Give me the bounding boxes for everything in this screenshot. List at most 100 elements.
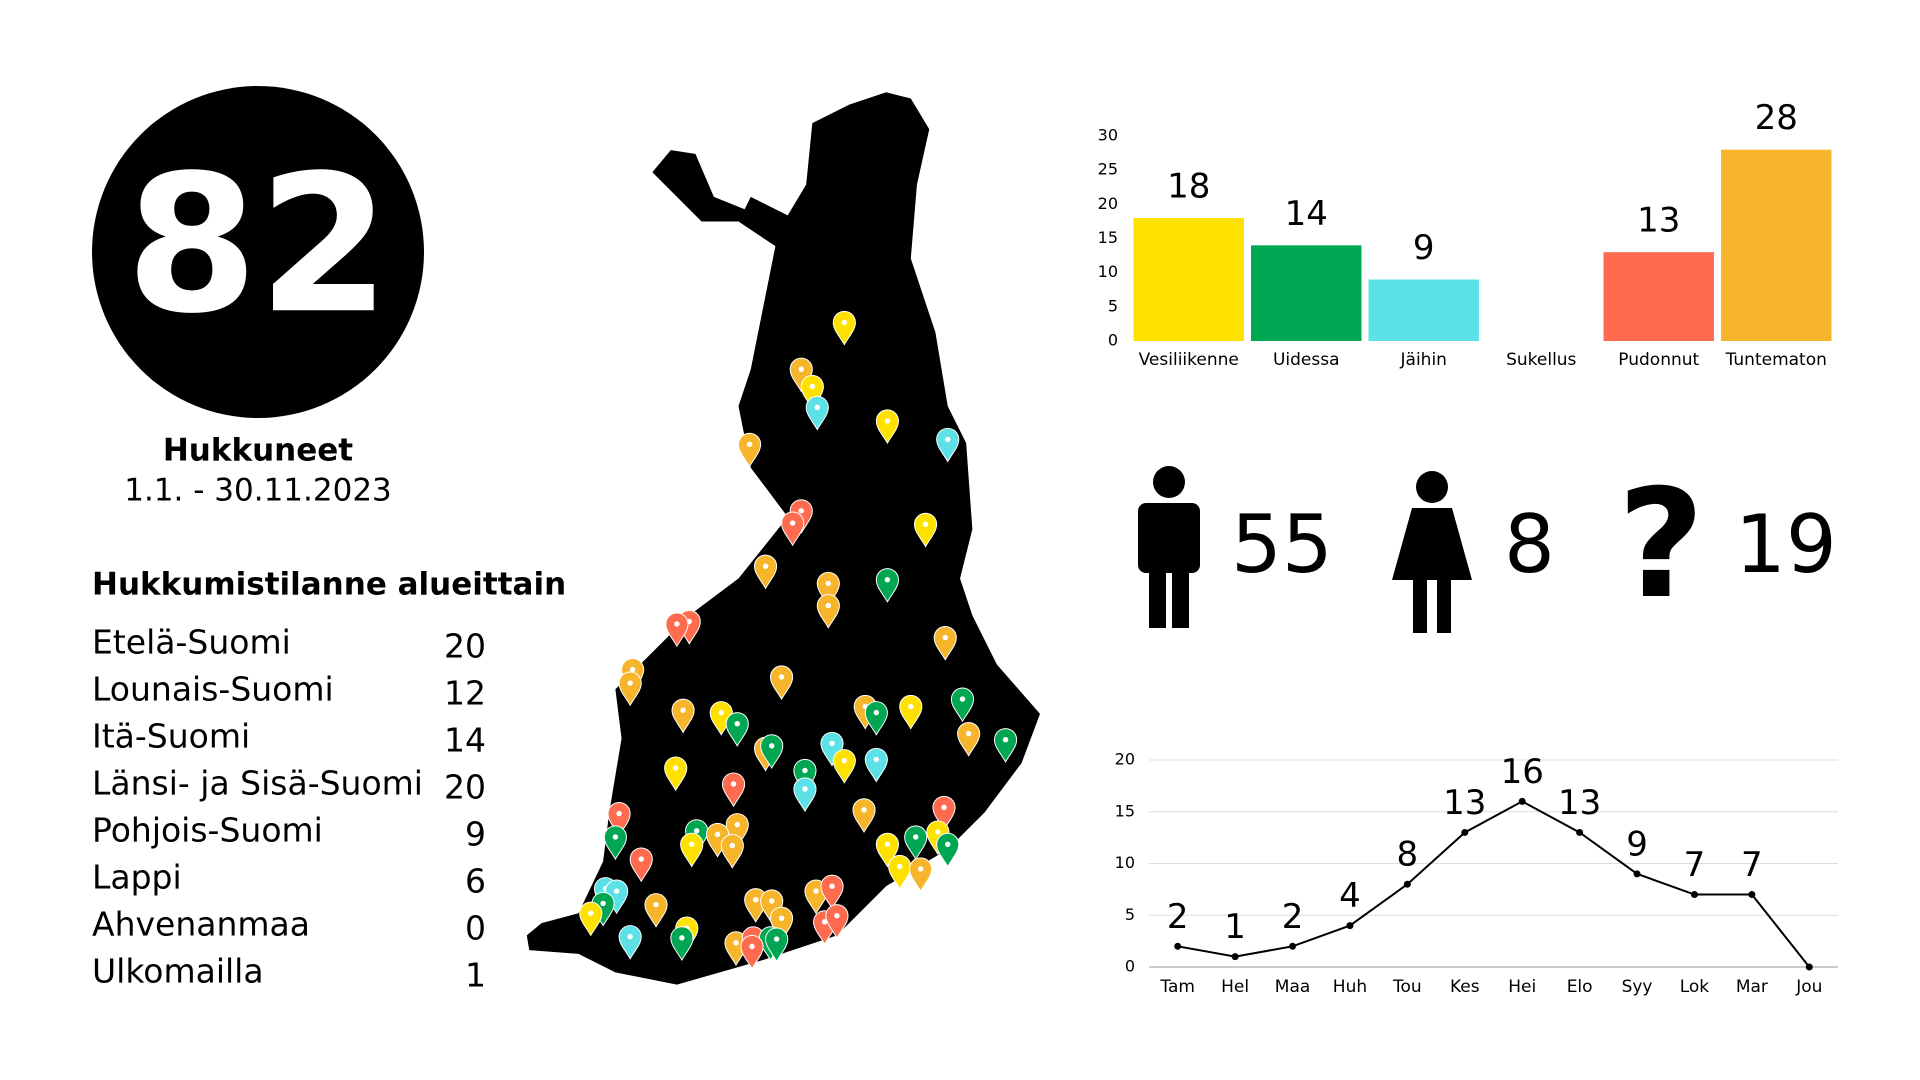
x-tick-label: Mar: [1736, 977, 1768, 997]
pin-dot: [746, 441, 753, 448]
pin-dot: [825, 580, 832, 587]
map-pin: [618, 671, 642, 707]
pin-dot: [653, 901, 659, 908]
value-label: 2: [1282, 897, 1304, 937]
region-name: Lappi: [92, 858, 182, 897]
map-pin: [932, 795, 956, 831]
map-pin: [618, 925, 642, 960]
pin-dot: [841, 757, 848, 764]
pin-dot: [789, 520, 796, 526]
pin-dot: [802, 786, 808, 792]
pin-dot: [917, 866, 924, 872]
point: [1805, 963, 1813, 971]
pin-dot: [689, 841, 695, 848]
y-tick-label: 5: [1108, 296, 1118, 315]
pin-dot: [600, 900, 606, 907]
pin-dot: [769, 898, 775, 904]
pin-body: [832, 749, 856, 784]
pin-dot: [629, 666, 636, 673]
pin-dot: [802, 767, 808, 774]
region-value: 20: [444, 627, 486, 666]
point: [1518, 797, 1526, 805]
point: [1231, 953, 1239, 961]
pin-body: [875, 832, 899, 868]
pin-body: [932, 795, 956, 831]
region-value: 0: [465, 909, 486, 948]
x-tick-label: Tou: [1392, 977, 1422, 997]
pin-dot: [945, 436, 951, 443]
pin-dot: [873, 756, 880, 763]
pin-body: [618, 925, 642, 960]
x-tick-label: Pudonnut: [1618, 350, 1699, 370]
map-pin: [664, 756, 688, 792]
map-pin: [671, 698, 695, 734]
map-pin: [670, 926, 694, 962]
map-pin: [760, 734, 784, 770]
pin-dot: [945, 841, 951, 848]
pin-body: [618, 671, 642, 707]
map-pin: [888, 854, 912, 890]
pin-dot: [680, 707, 686, 713]
map-pin: [936, 832, 960, 868]
pin-dot: [734, 721, 740, 727]
bar-chart: 0 5 10 15 20 25 30 18 Vesiliikenne 14 Uidessa 9 Jäih…: [1098, 98, 1832, 370]
pin-body: [936, 427, 960, 463]
bar: [1368, 279, 1479, 341]
pin-dot: [884, 418, 891, 424]
point: [1289, 942, 1297, 950]
map-pin: [816, 571, 840, 607]
point: [1403, 880, 1411, 888]
pin-body: [769, 665, 794, 701]
map-pin: [913, 512, 938, 548]
map-pin: [957, 722, 981, 757]
pin-dot: [613, 888, 620, 894]
pin-dot: [825, 602, 832, 609]
point: [1346, 922, 1354, 930]
y-tick-label: 0: [1108, 331, 1118, 350]
pin-body: [957, 722, 981, 757]
pin-dot: [834, 913, 840, 919]
regions-table: Etelä-Suomi 20 Lounais-Suomi 12 Itä-Suomi 14 L…: [92, 623, 486, 995]
map-pin: [720, 834, 744, 869]
y-tick-label: 15: [1115, 801, 1135, 820]
pin-body: [913, 512, 938, 548]
map-pin: [864, 701, 888, 736]
pin-dot: [941, 804, 947, 811]
region-value: 20: [444, 768, 486, 807]
x-tick-label: Lok: [1680, 977, 1710, 997]
pin-dot: [935, 829, 941, 835]
value-label: 28: [1755, 98, 1798, 138]
region-name: Itä-Suomi: [92, 717, 250, 756]
map-pin: [603, 825, 627, 861]
pin-dot: [813, 888, 819, 894]
pin-dot: [908, 703, 914, 710]
y-tick-label: 20: [1098, 194, 1118, 213]
male-count: 55: [1231, 498, 1333, 591]
map-pin: [820, 874, 844, 910]
pin-body: [950, 687, 975, 723]
pin-body: [760, 734, 784, 770]
pin-body: [737, 432, 762, 468]
region-value: 14: [444, 721, 486, 760]
region-name: Ahvenanmaa: [92, 905, 310, 944]
pin-dot: [734, 821, 740, 828]
map-finland: [526, 92, 1041, 985]
pin-dot: [733, 940, 739, 946]
pin-body: [864, 747, 888, 783]
point: [1461, 828, 1469, 836]
pin-dot: [718, 709, 724, 716]
pin-body: [933, 626, 957, 661]
pin-dot: [769, 743, 775, 749]
map-pin: [875, 409, 899, 445]
pin-dot: [679, 935, 685, 941]
region-name: Pohjois-Suomi: [92, 811, 323, 850]
pin-dot: [638, 856, 644, 862]
pin-dot: [673, 765, 679, 771]
region-name: Länsi- ja Sisä-Suomi: [92, 764, 423, 803]
pin-body: [875, 409, 899, 445]
pin-body: [680, 832, 704, 868]
map-pin: [740, 934, 764, 970]
map-pin: [899, 694, 923, 730]
x-tick-label: Kes: [1450, 977, 1480, 997]
